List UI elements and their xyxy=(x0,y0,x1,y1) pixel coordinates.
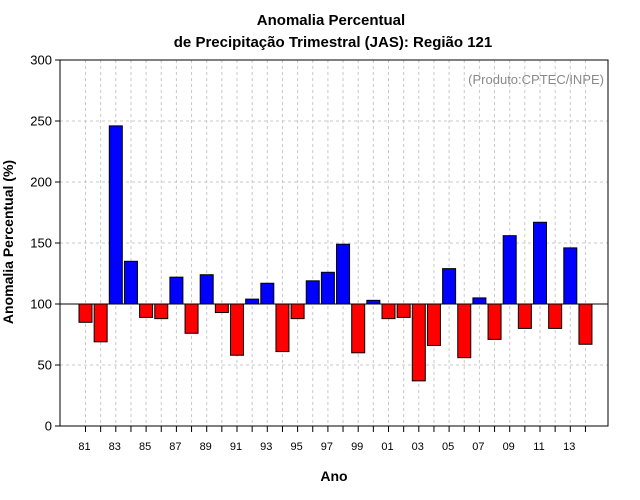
y-tick-label-150: 150 xyxy=(30,236,52,251)
x-tick-label-03: 03 xyxy=(412,441,424,453)
bar-83 xyxy=(108,125,123,305)
y-tick-label-50: 50 xyxy=(38,358,52,373)
bar-82 xyxy=(93,303,108,343)
x-tick-label-09: 09 xyxy=(503,441,515,453)
bar-10 xyxy=(517,303,532,329)
y-axis-ticks: 0 50 100 150 200 250 300 xyxy=(30,53,60,434)
bar-06 xyxy=(457,303,472,359)
bar-09 xyxy=(502,235,517,305)
x-tick-label-83: 83 xyxy=(109,441,121,453)
bar-03 xyxy=(411,303,426,382)
bar-07 xyxy=(472,297,487,305)
bar-89 xyxy=(199,274,214,305)
grid-lines xyxy=(60,60,608,426)
bar-02 xyxy=(396,303,411,318)
bar-13 xyxy=(563,247,578,305)
x-tick-label-99: 99 xyxy=(351,441,363,453)
x-tick-label-91: 91 xyxy=(230,441,242,453)
bar-85 xyxy=(139,303,154,318)
bar-97 xyxy=(320,271,335,305)
x-tick-label-95: 95 xyxy=(290,441,302,453)
x-tick-label-85: 85 xyxy=(139,441,151,453)
bar-11 xyxy=(533,221,547,305)
bar-04 xyxy=(426,303,441,346)
bar-01 xyxy=(381,303,396,320)
x-tick-label-93: 93 xyxy=(260,441,272,453)
bar-93 xyxy=(260,282,275,305)
x-tick-label-89: 89 xyxy=(200,441,212,453)
x-tick-label-07: 07 xyxy=(472,441,484,453)
x-tick-label-05: 05 xyxy=(442,441,454,453)
bar-14 xyxy=(578,303,593,345)
x-tick-label-01: 01 xyxy=(381,441,393,453)
bar-08 xyxy=(487,303,502,340)
chart-title-line1: Anomalia Percentual xyxy=(257,12,405,29)
bar-96 xyxy=(305,280,320,305)
y-tick-label-0: 0 xyxy=(45,419,52,434)
y-tick-label-200: 200 xyxy=(30,175,52,190)
x-tick-label-13: 13 xyxy=(563,441,575,453)
bar-94 xyxy=(275,303,290,353)
bar-90 xyxy=(214,303,229,314)
bar-12 xyxy=(548,303,563,329)
x-tick-label-11: 11 xyxy=(533,441,544,453)
bar-84 xyxy=(123,260,138,305)
x-axis-ticks: 81 83 85 87 89 91 93 95 97 99 01 03 05 07 09 11 13 xyxy=(78,426,586,453)
bar-98 xyxy=(336,243,351,305)
y-tick-label-100: 100 xyxy=(30,297,52,312)
x-tick-label-87: 87 xyxy=(169,441,181,453)
bar-87 xyxy=(169,276,184,305)
bar-05 xyxy=(442,268,457,305)
y-axis-label: Anomalia Percentual (%) xyxy=(0,160,16,324)
bar-91 xyxy=(230,303,244,356)
x-tick-label-81: 81 xyxy=(78,441,90,453)
credit-annotation: (Produto:CPTEC/INPE) xyxy=(468,72,604,87)
bar-92 xyxy=(245,298,260,305)
bar-99 xyxy=(351,303,366,354)
x-axis-label: Ano xyxy=(320,468,347,484)
bar-88 xyxy=(184,303,199,334)
bar-81 xyxy=(78,303,93,323)
chart-title-line2: de Precipitação Trimestral (JAS): Região… xyxy=(174,34,492,51)
bar-86 xyxy=(154,303,169,320)
bar-00 xyxy=(366,299,381,305)
y-tick-label-300: 300 xyxy=(30,53,52,68)
bar-group xyxy=(78,125,593,382)
bar-95 xyxy=(290,303,305,320)
plot-frame xyxy=(59,59,609,427)
y-tick-label-250: 250 xyxy=(30,114,52,129)
x-tick-label-97: 97 xyxy=(321,441,333,453)
